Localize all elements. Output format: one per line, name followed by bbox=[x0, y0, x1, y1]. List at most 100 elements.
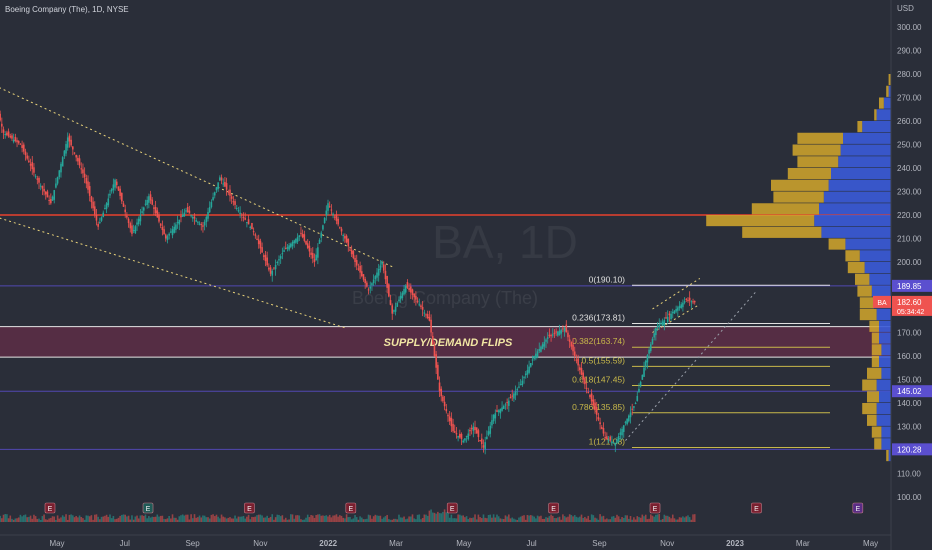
fib-level-label: 0(190.10) bbox=[589, 274, 626, 284]
volume-bar bbox=[492, 514, 495, 522]
candle-body bbox=[241, 214, 243, 216]
candle-body bbox=[519, 384, 522, 386]
volume-bar bbox=[298, 515, 301, 522]
candle-body bbox=[148, 196, 150, 203]
volume-bar bbox=[9, 515, 12, 522]
candle-body bbox=[156, 210, 159, 218]
candle-body bbox=[452, 423, 454, 432]
volume-profile-down-bar bbox=[874, 109, 877, 121]
candle-body bbox=[99, 222, 101, 224]
volume-bar bbox=[372, 516, 375, 522]
volume-bar bbox=[161, 515, 164, 522]
volume-profile-up-bar bbox=[862, 121, 891, 133]
fib-level-label: 0.382(163.74) bbox=[572, 336, 625, 346]
volume-bar bbox=[516, 519, 519, 522]
volume-bar bbox=[518, 517, 520, 522]
volume-bar bbox=[521, 515, 524, 522]
earnings-event-marker: E bbox=[852, 502, 864, 514]
trend-channel-line bbox=[0, 87, 393, 268]
candle-body bbox=[220, 177, 223, 181]
volume-bar bbox=[597, 519, 600, 522]
volume-bar bbox=[401, 517, 404, 522]
candle-body bbox=[540, 346, 542, 352]
candle-body bbox=[626, 418, 628, 425]
volume-bar bbox=[139, 515, 142, 522]
volume-bar bbox=[435, 513, 437, 522]
volume-bar bbox=[565, 517, 568, 522]
candle-body bbox=[474, 427, 476, 431]
volume-bar bbox=[266, 515, 268, 522]
volume-bar bbox=[641, 514, 644, 522]
volume-bar bbox=[219, 518, 221, 522]
candle-body bbox=[222, 183, 225, 185]
event-marker-label: E bbox=[348, 506, 353, 513]
volume-bar bbox=[66, 519, 69, 522]
price-axis-tick-label: 170.00 bbox=[897, 329, 922, 338]
volume-bar bbox=[220, 514, 223, 522]
volume-bar bbox=[337, 516, 339, 522]
candle-body bbox=[352, 251, 355, 259]
candle-body bbox=[502, 405, 505, 409]
candle-body bbox=[303, 234, 306, 241]
candle-body bbox=[332, 213, 334, 215]
candle-body bbox=[166, 236, 169, 240]
earnings-event-marker: E bbox=[142, 502, 154, 514]
candle-body bbox=[649, 344, 652, 352]
volume-bar bbox=[541, 518, 544, 522]
candle-body bbox=[668, 313, 671, 316]
candle-body bbox=[65, 144, 67, 154]
volume-profile-down-bar bbox=[787, 168, 831, 180]
volume-bar bbox=[469, 517, 471, 522]
candle-body bbox=[264, 254, 267, 262]
volume-bar bbox=[70, 514, 72, 522]
volume-bar bbox=[628, 518, 630, 522]
candle-body bbox=[48, 199, 50, 201]
candle-body bbox=[273, 267, 275, 269]
price-level-badge-label: 120.28 bbox=[897, 445, 922, 454]
volume-bar bbox=[90, 515, 93, 522]
volume-bar bbox=[328, 514, 331, 522]
volume-bar bbox=[592, 515, 595, 522]
volume-bar bbox=[460, 515, 463, 522]
candle-body bbox=[355, 260, 358, 266]
volume-bar bbox=[137, 518, 140, 522]
candle-body bbox=[17, 141, 20, 144]
volume-bar bbox=[621, 517, 623, 522]
watermark-company: Boeing Company (The) bbox=[352, 288, 538, 308]
volume-bar bbox=[46, 519, 49, 522]
volume-bar bbox=[513, 518, 515, 522]
earnings-event-marker: E bbox=[44, 502, 56, 514]
x-axis-tick-label: May bbox=[49, 539, 64, 548]
price-axis-tick-label: 260.00 bbox=[897, 117, 922, 126]
candle-body bbox=[354, 258, 356, 262]
candle-body bbox=[163, 229, 165, 235]
earnings-event-marker: E bbox=[548, 502, 559, 514]
volume-bar bbox=[7, 518, 10, 522]
candle-body bbox=[317, 247, 319, 258]
volume-profile-up-bar bbox=[888, 85, 891, 97]
candle-body bbox=[541, 344, 544, 349]
candle-body bbox=[251, 223, 253, 230]
candle-body bbox=[139, 215, 142, 222]
candle-body bbox=[21, 145, 23, 149]
x-axis-tick-label: 2023 bbox=[726, 539, 744, 548]
candle-body bbox=[210, 202, 213, 208]
volume-bar bbox=[594, 517, 596, 522]
price-axis-tick-label: 210.00 bbox=[897, 235, 922, 244]
candle-body bbox=[97, 223, 99, 227]
candle-body bbox=[190, 215, 192, 217]
candle-body bbox=[185, 210, 187, 212]
volume-bar bbox=[132, 519, 135, 522]
candle-body bbox=[408, 288, 410, 291]
candle-body bbox=[499, 408, 502, 414]
volume-bar bbox=[283, 519, 285, 522]
volume-bar bbox=[477, 514, 480, 522]
volume-bar bbox=[386, 514, 388, 522]
volume-bar bbox=[136, 515, 138, 522]
volume-bar bbox=[95, 514, 98, 522]
volume-bar bbox=[484, 517, 486, 522]
candle-body bbox=[347, 238, 350, 247]
candle-body bbox=[115, 181, 118, 186]
candle-body bbox=[212, 197, 214, 200]
